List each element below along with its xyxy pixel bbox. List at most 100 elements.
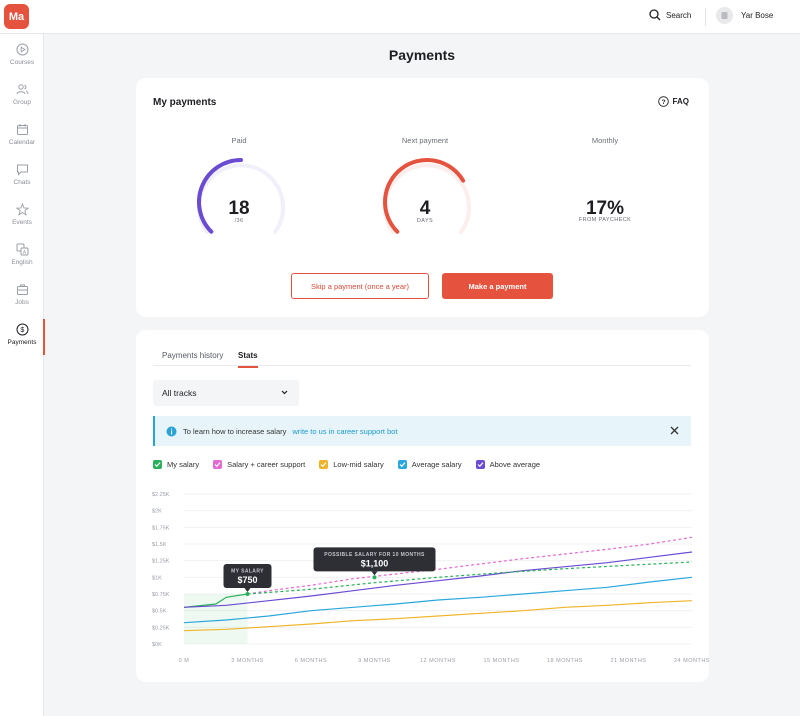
sidebar-item-label: Jobs [15,299,29,306]
sidebar-item-label: Calendar [8,139,36,146]
card-title: My payments [153,97,217,108]
legend-average-salary[interactable]: Average salary [397,460,462,469]
monthly-label: Monthly [591,136,619,145]
tab-stats[interactable]: Stats [238,351,258,368]
annotation-point [372,575,377,580]
tooltip-label: MY SALARY [231,569,264,575]
briefcase-icon [16,284,28,295]
monthly-value: 17% [585,198,625,219]
sidebar-item-label: Events [12,219,32,226]
checkbox[interactable] [319,460,329,469]
x-tick-label: 9 MONTHS [358,658,390,664]
app-logo[interactable]: Ma [4,4,29,29]
tooltip-label: POSSIBLE SALARY FOR 10 MONTHS [324,552,425,558]
sidebar-item-payments[interactable]: $ Payments [0,319,45,357]
legend-label: My salary [167,460,200,469]
faq-button[interactable]: ? FAQ [657,96,689,107]
annotation-point [245,592,250,596]
sidebar-item-label: Chats [13,179,31,186]
series-line [247,561,693,595]
chat-icon [16,164,28,176]
checkbox[interactable] [475,460,485,469]
y-tick-label: $0.75K [152,592,170,598]
chevron-down-icon [281,390,288,395]
career-support-link[interactable]: write to us in career support bot [292,426,398,436]
stats-tabs: Payments history Stats [153,348,691,368]
dollar-circle-icon: $ [16,323,28,336]
x-tick-label: 15 MONTHS [484,658,520,664]
info-icon [166,426,177,436]
y-tick-label: $0.25K [152,625,170,631]
help-circle-icon: ? [657,96,669,107]
x-tick-label: 18 MONTHS [547,658,583,664]
y-tick-label: $1.5K [152,542,167,548]
series-line [247,536,693,595]
make-payment-button[interactable]: Make a payment [442,273,553,299]
paid-gauge-fill [197,158,243,234]
group-icon [16,84,28,95]
user-menu[interactable]: Yar Bose [716,7,773,24]
checkbox[interactable] [397,460,407,469]
paid-label: Paid [231,136,247,145]
sidebar-item-label: Payments [7,339,37,346]
x-tick-label: 0 M [179,658,190,664]
x-tick-label: 12 MONTHS [420,658,456,664]
legend-label: Salary + career support [227,460,306,469]
sidebar-item-english[interactable]: A English [0,243,44,277]
page-title: Payments [388,47,456,63]
legend-above-average[interactable]: Above average [475,460,540,469]
sidebar-item-chats[interactable]: Chats [0,163,44,197]
chart-legend: My salary Salary + career support Low-mi… [153,460,540,469]
sidebar-item-courses[interactable]: Courses [0,43,44,77]
tooltip-box [313,547,436,572]
sidebar-item-jobs[interactable]: Jobs [0,283,44,317]
series-line [183,576,693,624]
legend-low-mid-salary[interactable]: Low-mid salary [319,460,384,469]
search-label: Search [666,10,692,20]
info-banner: To learn how to increase salary write to… [153,416,691,446]
legend-label: Low-mid salary [333,460,384,469]
stats-card: Payments history Stats All tracks To lea… [136,330,709,682]
svg-text:$: $ [20,327,24,334]
close-icon[interactable] [669,425,680,436]
search-button[interactable]: Search [649,9,691,21]
x-tick-label: 24 MONTHS [674,658,709,664]
paid-gauge [197,158,285,234]
legend-label: Average salary [411,460,462,469]
search-icon [649,9,661,21]
check-icon [477,462,484,468]
legend-salary-career-support[interactable]: Salary + career support [213,460,305,469]
y-tick-label: $2.25K [152,492,170,498]
checkbox[interactable] [213,460,223,469]
sidebar-item-label: Courses [9,59,35,66]
x-tick-label: 6 MONTHS [295,658,327,664]
check-icon [154,462,161,468]
check-icon [214,462,221,468]
faq-label: FAQ [672,97,689,106]
tab-payments-history[interactable]: Payments history [162,351,224,360]
x-tick-label: 3 MONTHS [231,658,263,664]
sidebar-item-calendar[interactable]: Calendar [0,123,44,157]
sidebar-item-events[interactable]: Events [0,203,44,237]
sidebar: Courses Group Calendar Chats Events A En… [0,34,45,716]
skip-payment-button[interactable]: Skip a payment (once a year) [291,273,429,299]
track-select[interactable]: All tracks [153,380,299,406]
series-line [183,551,693,608]
paid-value: 18 [228,198,250,219]
next-payment-gauge [383,158,471,234]
next-payment-value: 4 [419,198,431,219]
paid-sub: /36 [234,218,244,224]
checkbox[interactable] [153,460,162,469]
user-name: Yar Bose [741,11,774,20]
svg-text:?: ? [661,99,665,106]
sidebar-item-group[interactable]: Group [0,83,44,117]
legend-my-salary[interactable]: My salary [153,460,199,469]
y-tick-label: $0K [152,642,162,648]
tooltip-arrow [371,571,378,576]
series-line [183,600,693,632]
next-payment-sub: DAYS [416,218,434,224]
calendar-icon [16,124,28,135]
user-icon [721,12,728,19]
tooltip-box [223,564,272,588]
svg-text:A: A [22,250,26,256]
